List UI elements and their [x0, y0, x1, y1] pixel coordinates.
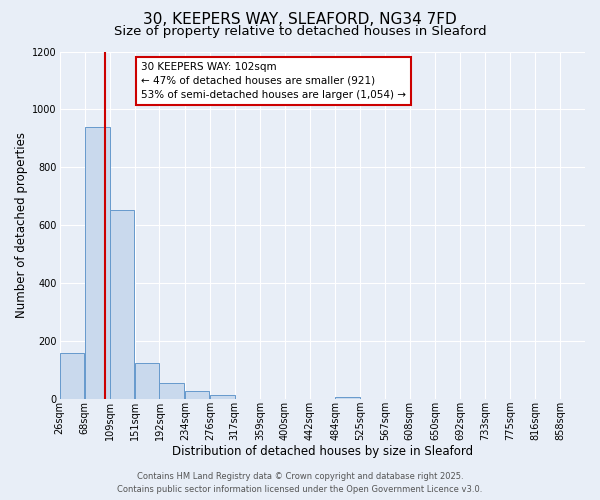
Bar: [160, 382, 184, 400]
Text: 30 KEEPERS WAY: 102sqm
← 47% of detached houses are smaller (921)
53% of semi-de: 30 KEEPERS WAY: 102sqm ← 47% of detached…: [141, 62, 406, 100]
Text: 30, KEEPERS WAY, SLEAFORD, NG34 7FD: 30, KEEPERS WAY, SLEAFORD, NG34 7FD: [143, 12, 457, 28]
Y-axis label: Number of detached properties: Number of detached properties: [15, 132, 28, 318]
Bar: [135, 363, 160, 400]
Bar: [335, 397, 360, 400]
Bar: [210, 395, 235, 400]
Text: Size of property relative to detached houses in Sleaford: Size of property relative to detached ho…: [113, 25, 487, 38]
Bar: [110, 210, 134, 400]
X-axis label: Distribution of detached houses by size in Sleaford: Distribution of detached houses by size …: [172, 444, 473, 458]
Bar: [59, 353, 84, 400]
Text: Contains HM Land Registry data © Crown copyright and database right 2025.
Contai: Contains HM Land Registry data © Crown c…: [118, 472, 482, 494]
Bar: [185, 392, 209, 400]
Bar: [85, 127, 110, 400]
